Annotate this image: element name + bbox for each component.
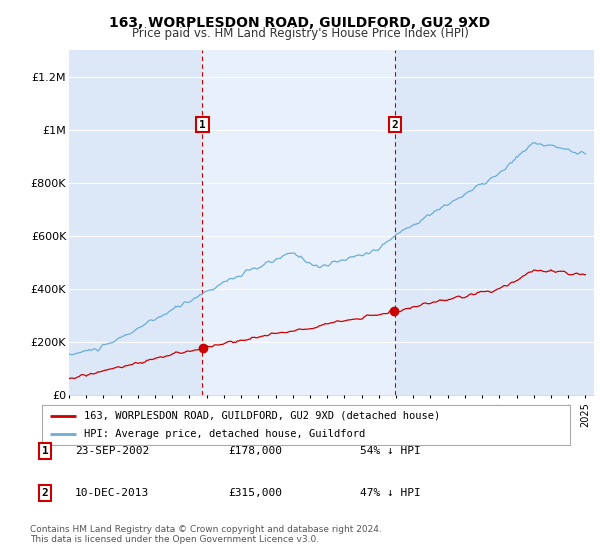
Text: 23-SEP-2002: 23-SEP-2002 [75, 446, 149, 456]
Text: Price paid vs. HM Land Registry's House Price Index (HPI): Price paid vs. HM Land Registry's House … [131, 27, 469, 40]
Text: HPI: Average price, detached house, Guildford: HPI: Average price, detached house, Guil… [84, 430, 365, 439]
Text: 1: 1 [41, 446, 49, 456]
Text: Contains HM Land Registry data © Crown copyright and database right 2024.: Contains HM Land Registry data © Crown c… [30, 525, 382, 534]
Text: 47% ↓ HPI: 47% ↓ HPI [360, 488, 421, 498]
Text: This data is licensed under the Open Government Licence v3.0.: This data is licensed under the Open Gov… [30, 535, 319, 544]
Text: 2: 2 [41, 488, 49, 498]
Bar [202, 50, 395, 395]
Text: 163, WORPLESDON ROAD, GUILDFORD, GU2 9XD: 163, WORPLESDON ROAD, GUILDFORD, GU2 9XD [109, 16, 491, 30]
Text: 1: 1 [199, 120, 206, 129]
Text: £315,000: £315,000 [228, 488, 282, 498]
Text: 163, WORPLESDON ROAD, GUILDFORD, GU2 9XD (detached house): 163, WORPLESDON ROAD, GUILDFORD, GU2 9XD… [84, 411, 440, 421]
Text: 2: 2 [391, 120, 398, 129]
Text: 54% ↓ HPI: 54% ↓ HPI [360, 446, 421, 456]
Text: 10-DEC-2013: 10-DEC-2013 [75, 488, 149, 498]
Text: £178,000: £178,000 [228, 446, 282, 456]
